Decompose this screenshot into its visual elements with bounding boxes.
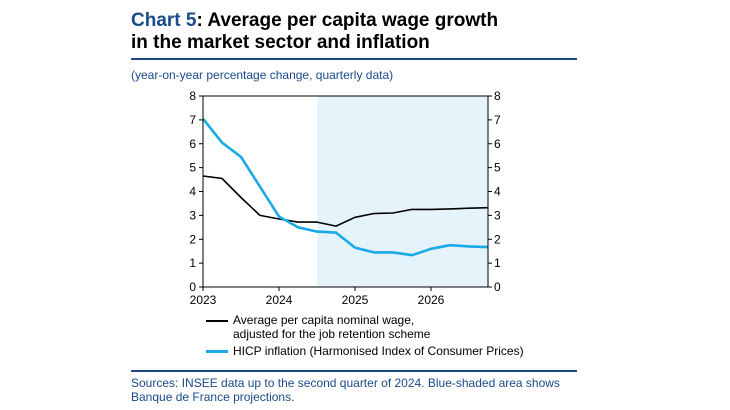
projection-shade: [317, 96, 488, 287]
y-tick-label-left: 4: [189, 185, 196, 199]
y-tick-label-left: 0: [189, 280, 196, 294]
y-tick-label-right: 2: [494, 232, 501, 246]
source-note: Sources: INSEE data up to the second qua…: [131, 376, 560, 404]
legend-label-wage: Average per capita nominal wage, adjuste…: [233, 313, 430, 341]
y-tick-label-right: 6: [494, 137, 501, 151]
chart-number: Chart 5: [131, 10, 197, 31]
x-tick-label: 2023: [190, 293, 217, 307]
chart-title-line1: : Average per capita wage growth: [196, 10, 499, 31]
wage-line: [202, 175, 489, 227]
y-tick-label-right: 0: [494, 280, 501, 294]
y-axis-left: 0 1 2 3 4 5 6 7 8: [189, 89, 203, 294]
y-tick-label-left: 6: [189, 137, 196, 151]
y-tick-label-left: 8: [189, 89, 196, 103]
y-tick-label-right: 3: [494, 208, 501, 222]
chart-title: Chart 5: Average per capita wage growth …: [131, 10, 498, 54]
chart-title-line2: in the market sector and inflation: [131, 32, 430, 53]
source-divider: [131, 370, 577, 372]
legend-swatch-hicp: [206, 350, 228, 353]
y-tick-label-right: 5: [494, 161, 501, 175]
legend: Average per capita nominal wage, adjuste…: [206, 313, 536, 373]
y-tick-label-right: 7: [494, 113, 501, 127]
y-tick-label-left: 2: [189, 232, 196, 246]
y-tick-label-left: 5: [189, 161, 196, 175]
legend-swatch-wage: [206, 320, 228, 322]
series-lines: [201, 117, 489, 257]
x-tick-label: 2026: [418, 293, 445, 307]
legend-wage-line2: adjusted for the job retention scheme: [233, 327, 431, 341]
y-tick-label-left: 1: [189, 256, 196, 270]
y-tick-label-left: 7: [189, 113, 196, 127]
x-tick-label: 2025: [342, 293, 369, 307]
legend-label-hicp: HICP inflation (Harmonised Index of Cons…: [233, 344, 524, 358]
plot-frame: [202, 95, 489, 288]
y-axis-right: 0 1 2 3 4 5 6 7 8: [488, 89, 501, 294]
y-tick-label-right: 4: [494, 185, 501, 199]
y-tick-label-right: 1: [494, 256, 501, 270]
y-tick-label-right: 8: [494, 89, 501, 103]
x-axis: 2023 2024 2025 2026: [190, 287, 445, 307]
title-divider: [131, 58, 577, 60]
chart-subtitle: (year-on-year percentage change, quarter…: [131, 68, 394, 82]
y-tick-label-left: 3: [189, 208, 196, 222]
x-tick-label: 2024: [266, 293, 293, 307]
hicp-line: [201, 117, 489, 257]
legend-wage-line1: Average per capita nominal wage,: [233, 313, 415, 327]
